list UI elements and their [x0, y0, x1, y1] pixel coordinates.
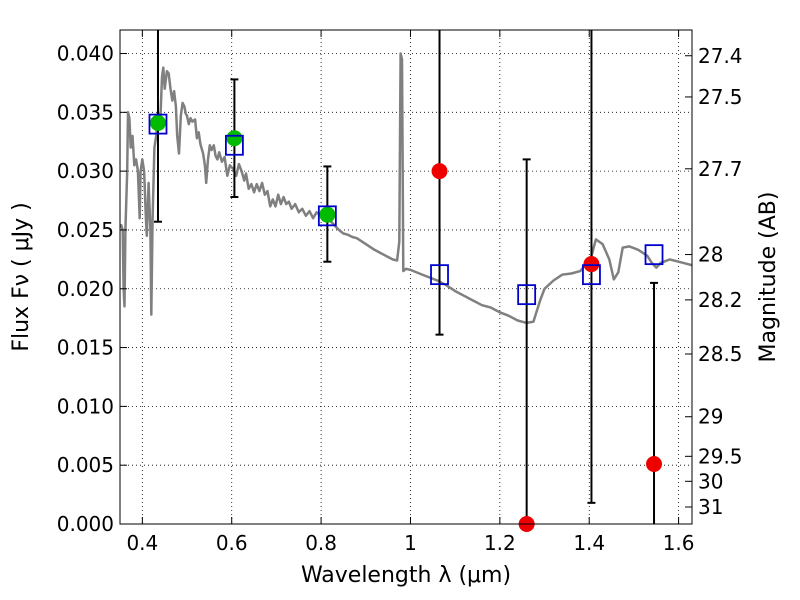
detected-point	[226, 130, 243, 147]
model-square	[224, 134, 244, 156]
y-tick-label: 0.035	[57, 100, 114, 124]
model-square	[148, 113, 168, 135]
undetected-point	[583, 256, 600, 273]
mag-tick-label: 27.7	[698, 157, 743, 181]
measurement-points	[149, 114, 663, 532]
mag-tick-label: 27.5	[698, 85, 743, 109]
right-axis-label: Magnitude (AB)	[756, 192, 781, 363]
y-tick-label: 0.000	[57, 512, 114, 536]
y-tick-label: 0.030	[57, 159, 114, 183]
model-square	[517, 284, 537, 306]
mag-tick-label: 29.5	[698, 444, 743, 468]
x-tick-label: 0.4	[126, 531, 158, 555]
mag-tick-label: 29	[698, 405, 723, 429]
sed-curve-group	[119, 52, 693, 325]
model-square	[317, 205, 337, 227]
mag-tick-label: 28.2	[698, 288, 743, 312]
mag-tick-label: 28	[698, 243, 723, 267]
y-axis-label: Flux Fν ( μJy )	[9, 202, 34, 351]
detected-point	[149, 114, 166, 131]
mag-tick-label: 31	[698, 495, 723, 519]
y-tick-label: 0.010	[57, 394, 114, 418]
y-tick-label: 0.020	[57, 277, 114, 301]
model-square	[430, 264, 449, 286]
x-axis-ticks: 0.4 0.6 0.8 1 1.2 1.4 1.6	[126, 30, 695, 555]
x-axis-label: Wavelength λ (μm)	[301, 563, 511, 588]
model-points	[148, 113, 664, 306]
y-axis-ticks: 0.000 0.005 0.010 0.015 0.020 0.025 0.030 0.035…	[57, 42, 127, 536]
undetected-point	[646, 456, 663, 473]
mag-tick-label: 28.5	[698, 342, 743, 366]
x-tick-label: 0.6	[216, 531, 248, 555]
model-square	[582, 264, 601, 286]
x-tick-label: 1.2	[484, 531, 516, 555]
sed-curve	[119, 52, 693, 325]
y-tick-label: 0.005	[57, 453, 114, 477]
detected-point	[319, 206, 336, 223]
x-tick-label: 1.6	[663, 531, 695, 555]
x-tick-label: 0.8	[305, 531, 337, 555]
plot-frame	[119, 29, 693, 525]
model-square	[644, 244, 664, 266]
grid-lines	[120, 30, 692, 525]
y-tick-label: 0.015	[57, 336, 114, 360]
undetected-point	[431, 163, 448, 180]
mag-tick-label: 30	[698, 469, 723, 493]
x-tick-label: 1	[404, 531, 417, 555]
y-tick-label: 0.025	[57, 218, 114, 242]
y-tick-label: 0.040	[57, 42, 114, 66]
mag-tick-label: 27.4	[698, 44, 743, 68]
x-tick-label: 1.4	[573, 531, 605, 555]
